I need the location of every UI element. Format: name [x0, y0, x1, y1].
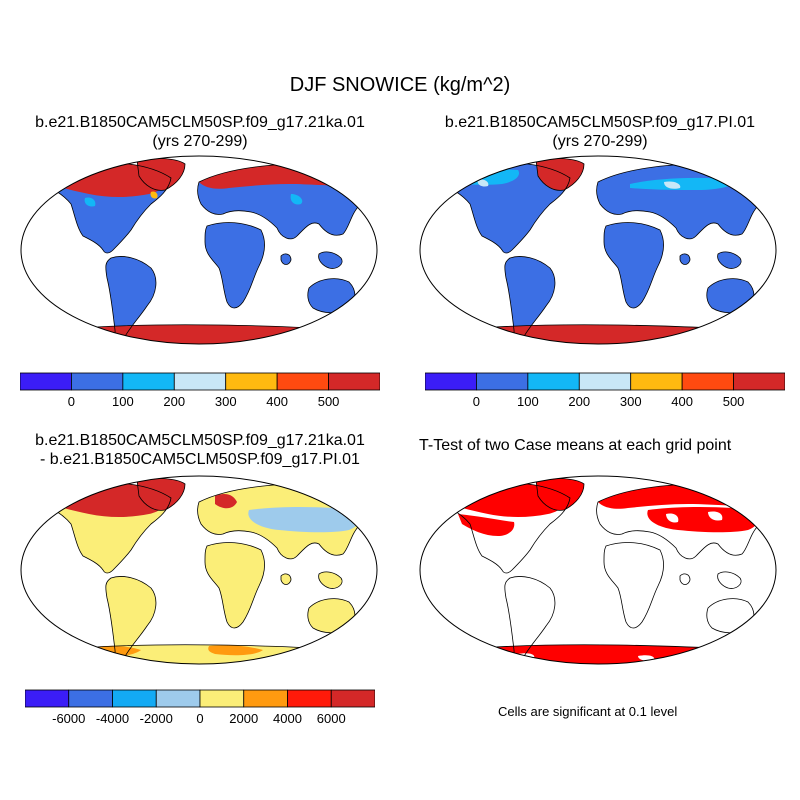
colorbar-case-swatch — [630, 372, 683, 391]
colorbar-case-tick-label: 0 — [473, 394, 480, 409]
colorbar-case-swatch — [173, 372, 227, 391]
map-panel-difference — [20, 475, 378, 665]
colorbar-diff-swatch — [25, 689, 70, 708]
colorbar-diff-swatch — [330, 689, 375, 708]
colorbar-case-tick-label: 400 — [671, 394, 693, 409]
colorbar-case-swatch — [328, 372, 380, 391]
colorbar-case-tick-label: 200 — [163, 394, 185, 409]
panel-title-line1: b.e21.B1850CAM5CLM50SP.f09_g17.21ka.01 — [35, 114, 365, 131]
panel-title-line2: - b.e21.B1850CAM5CLM50SP.f09_g17.PI.01 — [40, 451, 360, 468]
colorbar-diff-swatch — [243, 689, 288, 708]
colorbar-case-tick-label: 400 — [266, 394, 288, 409]
colorbar-case-tick-label: 300 — [620, 394, 642, 409]
panel-title-top-right: b.e21.B1850CAM5CLM50SP.f09_g17.PI.01 (yr… — [410, 113, 790, 151]
colorbar-diff-swatch — [199, 689, 245, 708]
colorbar-diff-tick-label: 4000 — [273, 711, 302, 726]
panel-title-top-left: b.e21.B1850CAM5CLM50SP.f09_g17.21ka.01 (… — [10, 113, 390, 151]
snow-cover-high-latitude — [438, 169, 738, 190]
colorbar-diff-swatch — [155, 689, 201, 708]
colorbar-case-tick-label: 200 — [568, 394, 590, 409]
colorbar-case-swatch — [71, 372, 124, 391]
colorbar-case-swatch — [20, 372, 72, 391]
non-significant-gaps — [637, 511, 723, 523]
panel-title-bottom-left: b.e21.B1850CAM5CLM50SP.f09_g17.21ka.01 -… — [10, 431, 390, 469]
colorbar-case-swatch — [681, 372, 734, 391]
colorbar-diff-tick-label: -4000 — [96, 711, 129, 726]
colorbar-diff-swatch — [68, 689, 113, 708]
panel-title-line1: b.e21.B1850CAM5CLM50SP.f09_g17.21ka.01 — [35, 432, 365, 449]
colorbar-case-pi: 0 100 200 300 400 500 — [425, 372, 785, 409]
colorbar-case-tick-label: 100 — [112, 394, 134, 409]
figure-title: DJF SNOWICE (kg/m^2) — [289, 74, 511, 96]
colorbar-difference: -6000 -4000 -2000 0 2000 4000 6000 — [25, 689, 375, 726]
map-panel-ttest — [419, 475, 777, 665]
colorbar-diff-swatch — [287, 689, 332, 708]
panel-title-line2: (yrs 270-299) — [552, 133, 648, 150]
panel-title-line1: b.e21.B1850CAM5CLM50SP.f09_g17.PI.01 — [444, 114, 756, 131]
colorbar-case-21ka: 0 100 200 300 400 500 — [20, 372, 380, 409]
colorbar-case-tick-label: 500 — [723, 394, 745, 409]
snow-patch-orange — [150, 191, 158, 199]
colorbar-case-swatch — [578, 372, 632, 391]
colorbar-case-tick-label: 500 — [318, 394, 340, 409]
colorbar-case-tick-label: 100 — [517, 394, 539, 409]
diff-positive-scandinavia — [215, 494, 237, 509]
colorbar-case-swatch — [476, 372, 529, 391]
colorbar-diff-tick-label: 6000 — [317, 711, 346, 726]
colorbar-diff-tick-label: 2000 — [229, 711, 258, 726]
colorbar-case-swatch — [276, 372, 329, 391]
map-panel-pi — [419, 155, 777, 345]
colorbar-diff-tick-label: -2000 — [140, 711, 173, 726]
colorbar-diff-tick-label: 0 — [196, 711, 203, 726]
colorbar-case-swatch — [527, 372, 580, 391]
colorbar-diff-tick-label: -6000 — [52, 711, 85, 726]
colorbar-case-swatch — [225, 372, 278, 391]
panel-title-ttest: T-Test of two Case means at each grid po… — [419, 437, 732, 454]
significant-north-america-south — [458, 514, 515, 536]
diff-positive-antarctica — [88, 645, 264, 657]
colorbar-case-swatch — [425, 372, 477, 391]
colorbar-case-swatch — [122, 372, 175, 391]
colorbar-case-tick-label: 300 — [215, 394, 237, 409]
significance-note: Cells are significant at 0.1 level — [498, 704, 678, 719]
panel-title-line2: (yrs 270-299) — [152, 133, 248, 150]
colorbar-case-swatch — [733, 372, 785, 391]
map-panel-21ka — [20, 155, 378, 345]
colorbar-diff-swatch — [112, 689, 157, 708]
colorbar-case-tick-label: 0 — [68, 394, 75, 409]
